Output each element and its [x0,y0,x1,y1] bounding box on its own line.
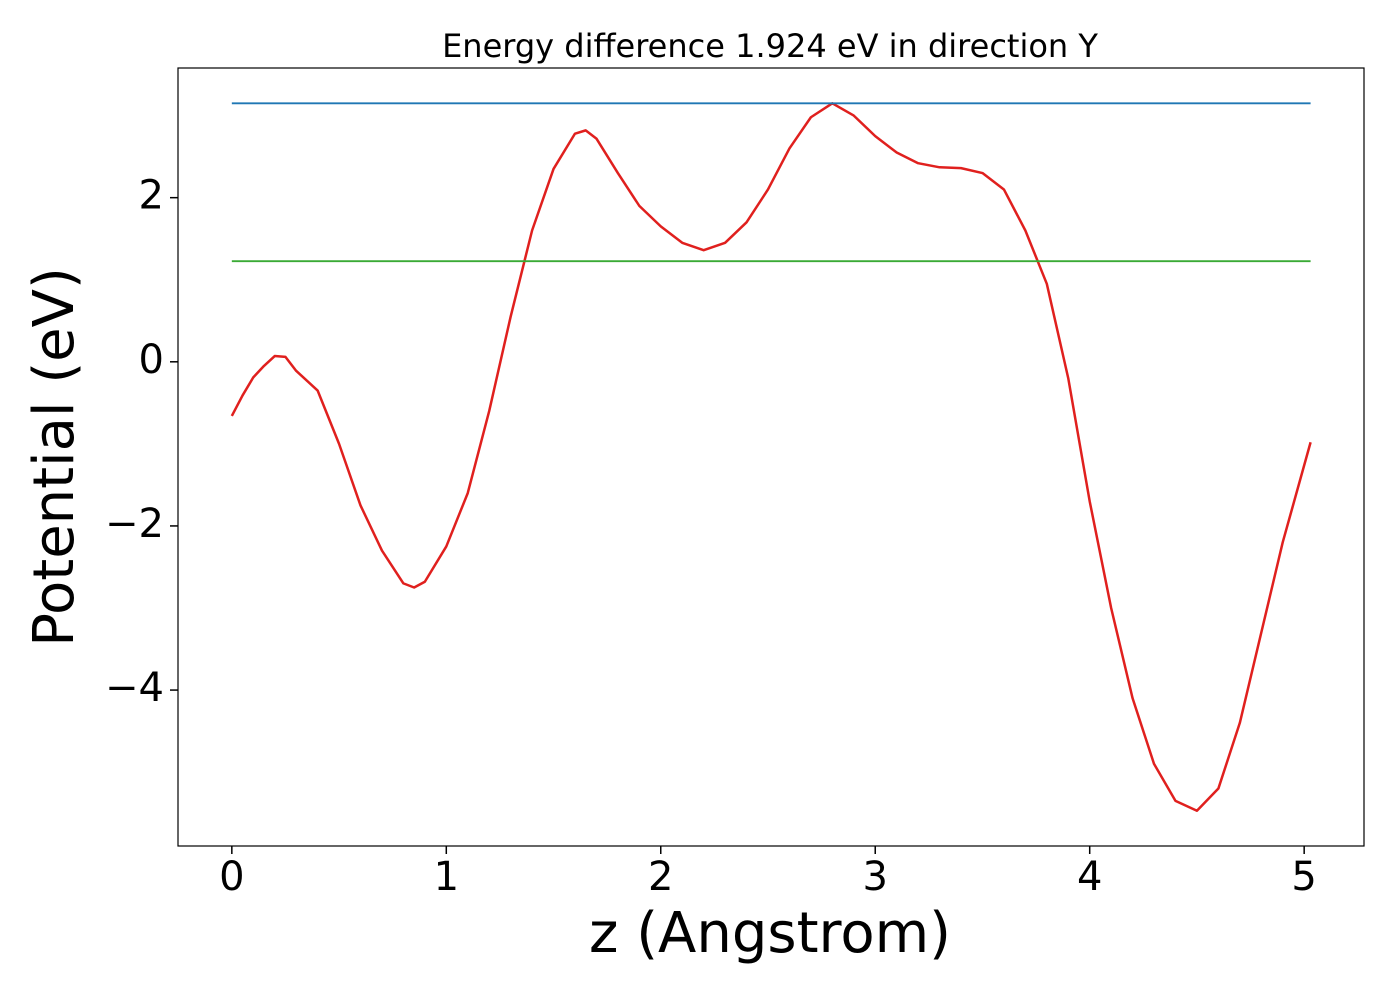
x-tick-label: 3 [863,854,888,900]
x-tick-label: 4 [1077,854,1102,900]
y-tick-label: 2 [139,173,164,219]
chart-title: Energy difference 1.924 eV in direction … [442,27,1098,65]
y-axis-label: Potential (eV) [22,267,87,647]
y-tick-label: −2 [105,501,164,547]
x-axis-label: z (Angstrom) [589,901,951,966]
y-tick-label: −4 [105,665,164,711]
x-tick-label: 5 [1291,854,1316,900]
data-line [230,102,1312,812]
x-tick-label: 2 [648,854,673,900]
y-tick-label: 0 [139,337,164,383]
x-tick-label: 1 [434,854,459,900]
x-tick-label: 0 [219,854,244,900]
plot-frame [177,67,1365,847]
